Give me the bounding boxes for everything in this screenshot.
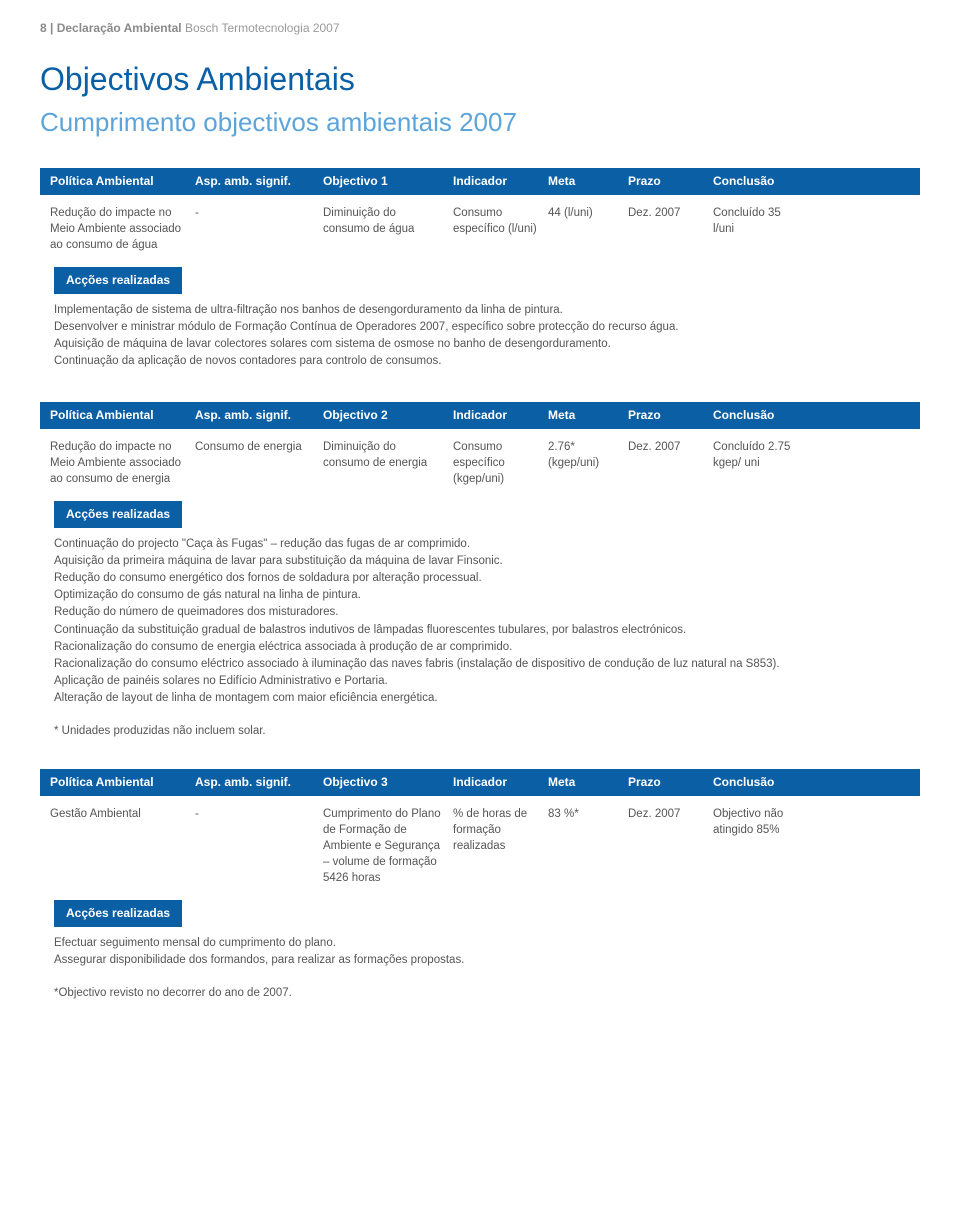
objective-data-row: Redução do impacte no Meio Ambiente asso… (40, 195, 920, 267)
objective-block-1: Política Ambiental Asp. amb. signif. Obj… (40, 168, 920, 372)
action-line: Desenvolver e ministrar módulo de Formaç… (54, 319, 910, 335)
col-politica-label: Política Ambiental (50, 173, 195, 190)
col-meta-label: Meta (548, 774, 628, 791)
actions-body: Implementação de sistema de ultra-filtra… (54, 294, 920, 372)
col-politica-label: Política Ambiental (50, 774, 195, 791)
cell-indicador: % de horas de formação realizadas (453, 806, 548, 886)
col-asp-label: Asp. amb. signif. (195, 407, 323, 424)
col-objectivo-label: Objectivo 1 (323, 173, 453, 190)
col-indicador-label: Indicador (453, 774, 548, 791)
actions-body: Continuação do projecto "Caça às Fugas" … (54, 528, 920, 709)
col-prazo-label: Prazo (628, 774, 713, 791)
cell-prazo: Dez. 2007 (628, 205, 713, 253)
objective-block-2: Política Ambiental Asp. amb. signif. Obj… (40, 402, 920, 739)
objective-data-row: Gestão Ambiental - Cumprimento do Plano … (40, 796, 920, 900)
footnote: * Unidades produzidas não incluem solar. (54, 723, 920, 739)
actions-wrap: Acções realizadas Continuação do project… (40, 501, 920, 739)
col-conclusao-label: Conclusão (713, 173, 808, 190)
col-asp-label: Asp. amb. signif. (195, 774, 323, 791)
action-line: Optimização do consumo de gás natural na… (54, 587, 910, 603)
col-objectivo-label: Objectivo 2 (323, 407, 453, 424)
col-meta-label: Meta (548, 407, 628, 424)
cell-indicador: Consumo específico (kgep/uni) (453, 439, 548, 487)
action-line: Alteração de layout de linha de montagem… (54, 690, 910, 706)
action-line: Continuação da aplicação de novos contad… (54, 353, 910, 369)
cell-conclusao: Objectivo não atingido 85% (713, 806, 808, 886)
cell-conclusao: Concluído 35 l/uni (713, 205, 808, 253)
cell-asp: - (195, 806, 323, 886)
footnote: *Objectivo revisto no decorrer do ano de… (54, 985, 920, 1001)
action-line: Aquisição da primeira máquina de lavar p… (54, 553, 910, 569)
action-line: Redução do número de queimadores dos mis… (54, 604, 910, 620)
objective-header-row: Política Ambiental Asp. amb. signif. Obj… (40, 168, 920, 195)
objective-header-row: Política Ambiental Asp. amb. signif. Obj… (40, 769, 920, 796)
col-conclusao-label: Conclusão (713, 407, 808, 424)
col-asp-label: Asp. amb. signif. (195, 173, 323, 190)
action-line: Continuação do projecto "Caça às Fugas" … (54, 536, 910, 552)
objective-data-row: Redução do impacte no Meio Ambiente asso… (40, 429, 920, 501)
col-objectivo-label: Objectivo 3 (323, 774, 453, 791)
actions-header: Acções realizadas (54, 267, 182, 294)
action-line: Implementação de sistema de ultra-filtra… (54, 302, 910, 318)
actions-header: Acções realizadas (54, 501, 182, 528)
col-politica-label: Política Ambiental (50, 407, 195, 424)
page-header-prefix: 8 | Declaração Ambiental (40, 21, 182, 35)
objective-header-row: Política Ambiental Asp. amb. signif. Obj… (40, 402, 920, 429)
cell-politica: Redução do impacte no Meio Ambiente asso… (50, 439, 195, 487)
page-title: Objectivos Ambientais (40, 57, 920, 102)
col-prazo-label: Prazo (628, 173, 713, 190)
cell-asp: - (195, 205, 323, 253)
action-line: Racionalização do consumo eléctrico asso… (54, 656, 910, 672)
col-meta-label: Meta (548, 173, 628, 190)
action-line: Efectuar seguimento mensal do cumpriment… (54, 935, 910, 951)
action-line: Racionalização do consumo de energia elé… (54, 639, 910, 655)
actions-wrap: Acções realizadas Implementação de siste… (40, 267, 920, 372)
col-indicador-label: Indicador (453, 173, 548, 190)
page-header-suffix: Bosch Termotecnologia 2007 (182, 21, 340, 35)
cell-objectivo: Cumprimento do Plano de Formação de Ambi… (323, 806, 453, 886)
actions-wrap: Acções realizadas Efectuar seguimento me… (40, 900, 920, 1001)
col-conclusao-label: Conclusão (713, 774, 808, 791)
cell-objectivo: Diminuição do consumo de energia (323, 439, 453, 487)
page-header: 8 | Declaração Ambiental Bosch Termotecn… (40, 20, 920, 37)
cell-meta: 2.76* (kgep/uni) (548, 439, 628, 487)
page-subtitle: Cumprimento objectivos ambientais 2007 (40, 104, 920, 140)
action-line: Assegurar disponibilidade dos formandos,… (54, 952, 910, 968)
cell-politica: Gestão Ambiental (50, 806, 195, 886)
col-indicador-label: Indicador (453, 407, 548, 424)
action-line: Continuação da substituição gradual de b… (54, 622, 910, 638)
actions-body: Efectuar seguimento mensal do cumpriment… (54, 927, 920, 971)
action-line: Aplicação de painéis solares no Edifício… (54, 673, 910, 689)
action-line: Redução do consumo energético dos fornos… (54, 570, 910, 586)
cell-indicador: Consumo específico (l/uni) (453, 205, 548, 253)
objective-block-3: Política Ambiental Asp. amb. signif. Obj… (40, 769, 920, 1001)
cell-meta: 83 %* (548, 806, 628, 886)
cell-politica: Redução do impacte no Meio Ambiente asso… (50, 205, 195, 253)
cell-prazo: Dez. 2007 (628, 439, 713, 487)
action-line: Aquisição de máquina de lavar colectores… (54, 336, 910, 352)
cell-prazo: Dez. 2007 (628, 806, 713, 886)
cell-conclusao: Concluído 2.75 kgep/ uni (713, 439, 808, 487)
cell-asp: Consumo de energia (195, 439, 323, 487)
cell-objectivo: Diminuição do consumo de água (323, 205, 453, 253)
cell-meta: 44 (l/uni) (548, 205, 628, 253)
col-prazo-label: Prazo (628, 407, 713, 424)
actions-header: Acções realizadas (54, 900, 182, 927)
